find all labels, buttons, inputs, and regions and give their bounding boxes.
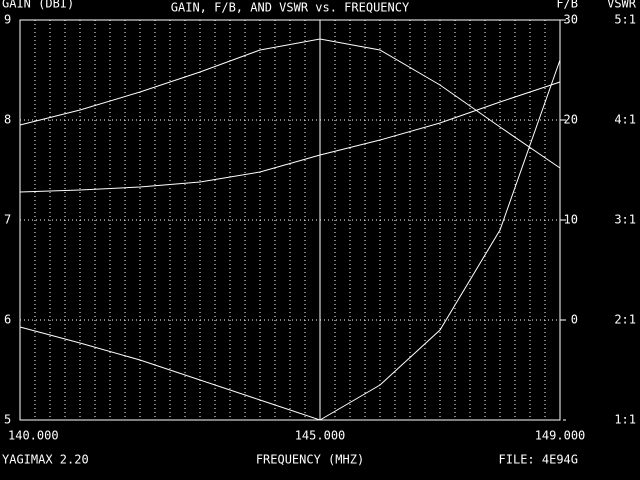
- y-tick-label: 5: [4, 413, 11, 427]
- y-tick-label: 9: [4, 13, 11, 27]
- y2-tick-label: 30: [564, 13, 578, 27]
- x-axis-title: FREQUENCY (MHZ): [256, 453, 364, 467]
- y2-tick-label: 10: [564, 213, 578, 227]
- y3-axis-title: VSWR: [607, 0, 637, 11]
- y3-tick-label: 1:1: [614, 413, 636, 427]
- y3-tick-label: 5:1: [614, 13, 636, 27]
- x-tick-label: 145.000: [295, 429, 346, 443]
- y3-tick-label: 4:1: [614, 113, 636, 127]
- chart-title: GAIN, F/B, AND VSWR vs. FREQUENCY: [171, 1, 410, 15]
- plot-frame: [19, 19, 561, 421]
- program-label: YAGIMAX 2.20: [2, 453, 89, 467]
- y-tick-label: 7: [4, 213, 11, 227]
- x-tick-label: 140.000: [8, 429, 59, 443]
- y2-axis-title: F/B: [556, 0, 578, 11]
- series-line: [19, 81, 561, 193]
- y-axis-title: GAIN (DBI): [2, 0, 74, 11]
- x-tick-label: 149.000: [535, 429, 586, 443]
- y2-tick-label: 20: [564, 113, 578, 127]
- file-label: FILE: 4E94G: [499, 453, 578, 467]
- y3-tick-label: 2:1: [614, 313, 636, 327]
- y-tick-label: 8: [4, 113, 11, 127]
- y3-tick-label: 3:1: [614, 213, 636, 227]
- y2-tick-label: 0: [571, 313, 578, 327]
- series-line: [19, 59, 561, 421]
- series-line: [19, 38, 561, 169]
- y-tick-label: 6: [4, 313, 11, 327]
